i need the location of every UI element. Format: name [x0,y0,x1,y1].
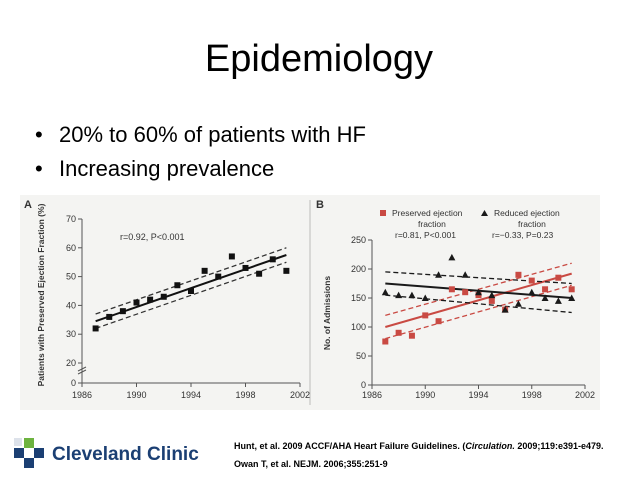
y-tick-label: 20 [66,358,76,368]
x-tick-label: 2002 [575,390,595,400]
data-point [188,288,194,294]
data-point-reduced [488,291,496,299]
cleveland-clinic-cross-icon [14,438,44,468]
data-point-reduced [541,294,549,301]
data-point-preserved [408,332,415,339]
legend-label: Preserved ejection [392,208,463,218]
ci-lower-line [385,284,572,340]
y-tick-label: 30 [66,329,76,339]
reference-1: Hunt, et al. 2009 ACCF/AHA Heart Failure… [234,441,604,451]
references: Hunt, et al. 2009 ACCF/AHA Heart Failure… [234,437,603,473]
y-tick-label: 50 [66,272,76,282]
x-tick-label: 1994 [468,390,488,400]
data-point [160,293,167,300]
x-tick-label: 1998 [522,390,542,400]
data-point-reduced [528,288,536,296]
data-point-preserved [382,338,389,345]
x-tick-label: 1990 [126,390,146,400]
ci-upper-line [95,247,287,315]
data-point-preserved [448,286,455,293]
data-point-preserved [528,277,535,284]
data-point [201,267,208,274]
y-tick-label: 70 [66,214,76,224]
ci-upper-line [385,271,572,285]
data-point [215,273,222,280]
data-point-reduced [568,294,576,301]
x-tick-label: 1986 [362,390,382,400]
data-point-preserved [488,297,495,304]
y-tick-label: 100 [351,322,366,332]
y-axis-label: No. of Admissions [322,276,332,351]
data-point [92,325,99,332]
y-tick-label: 50 [356,351,366,361]
figure-svg: A 0 20 30 40 50 60 70 1986 1990 1994 1998 2002 Patien… [24,199,595,405]
legend-stats: r=0.81, P<0.001 [395,230,456,240]
y-tick-label: 0 [361,380,366,390]
y-tick-label: 40 [66,300,76,310]
data-point-reduced [381,288,389,296]
panel-label: B [316,199,324,211]
legend-marker-square [380,210,386,216]
data-point-reduced [421,294,429,301]
x-tick-label: 1994 [181,390,201,400]
x-tick-label: 2002 [290,390,310,400]
y-axis-label: Patients with Preserved Ejection Fractio… [36,203,46,386]
y-tick-label: 60 [66,243,76,253]
axis-break [77,366,87,375]
data-point-reduced [501,306,509,313]
bullet-item: Increasing prevalence [35,152,366,186]
data-point [242,264,249,271]
data-point-preserved [462,289,469,296]
bullet-list: 20% to 60% of patients with HF Increasin… [35,118,366,186]
x-tick-label: 1998 [235,390,255,400]
data-point-preserved [395,329,402,336]
bullet-item: 20% to 60% of patients with HF [35,118,366,152]
data-point-preserved [555,274,562,281]
data-point-reduced [448,253,456,261]
legend-label: fraction [418,219,446,229]
data-point [147,296,154,303]
data-point-reduced [395,291,403,299]
x-tick-label: 1990 [415,390,435,400]
data-point [119,308,126,315]
data-point-preserved [515,271,522,278]
y-tick-label: 250 [351,235,366,245]
chart-annotation: r=0.92, P<0.001 [120,232,185,242]
data-point-reduced [461,271,469,278]
slide-title: Epidemiology [204,38,434,80]
data-point [256,270,263,277]
figure: A 0 20 30 40 50 60 70 1986 1990 1994 1998 2002 Patien… [20,195,600,410]
data-point [228,253,235,260]
data-point-preserved [542,286,549,293]
panel-label: A [24,199,32,211]
data-point-preserved [422,312,429,319]
legend-label: fraction [518,219,546,229]
data-point [174,282,181,289]
legend-label: Reduced ejection [494,208,560,218]
logo-text: Cleveland Clinic [52,444,199,465]
data-point [133,299,140,306]
legend-stats: r=−0.33, P=0.23 [492,230,553,240]
legend-marker-triangle [481,210,488,216]
data-point-reduced [554,297,562,304]
data-point [269,256,276,263]
y-tick-label: 150 [351,293,366,303]
data-point-reduced [475,288,482,296]
ci-lower-line [385,294,572,314]
data-point-preserved [435,318,442,325]
reference-2: Owan T, et al. NEJM. 2006;355:251-9 [234,459,388,469]
ci-lower-line [95,261,287,330]
data-point [283,267,290,274]
x-tick-label: 1986 [72,390,92,400]
y-tick-label: 0 [71,378,76,388]
y-tick-label: 200 [351,264,366,274]
data-point-reduced [514,300,522,307]
data-point-reduced [408,291,416,299]
data-point [106,313,113,320]
fit-line [385,272,572,328]
data-point-reduced [435,271,443,278]
data-point-preserved [568,286,575,293]
